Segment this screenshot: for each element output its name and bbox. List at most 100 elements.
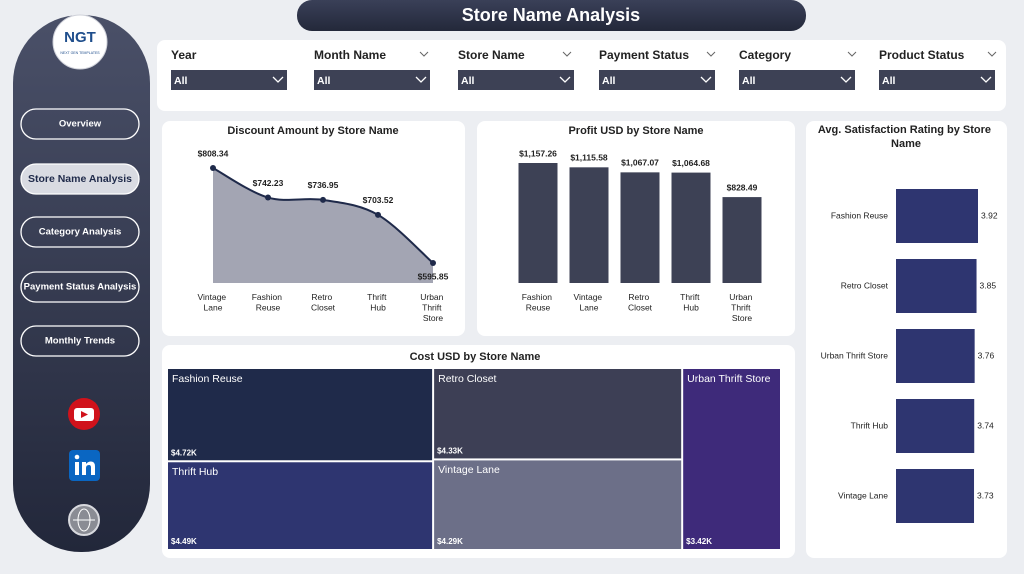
nav-button[interactable]	[20, 108, 140, 140]
x-tick-label: Thrift Hub	[367, 292, 389, 313]
point	[265, 194, 271, 201]
data-label: 3.85	[980, 280, 997, 290]
data-label: 3.76	[978, 350, 995, 360]
treemap-cell	[683, 369, 780, 549]
bar	[896, 189, 978, 243]
x-tick-label: Urban Thrift Store	[420, 292, 446, 323]
data-label: $1,064.68	[672, 158, 710, 168]
bar	[620, 172, 660, 283]
x-tick-label: Vintage Lane	[573, 292, 604, 313]
treemap-label: Vintage Lane	[438, 464, 500, 476]
chart-title: Discount Amount by Store Name	[227, 125, 398, 137]
logo-text: NGT	[64, 29, 96, 46]
data-label: $595.85	[418, 271, 449, 281]
chart-title: Profit USD by Store Name	[568, 125, 703, 137]
data-label: $4.29K	[437, 537, 463, 546]
point	[375, 211, 381, 218]
y-tick-label: Thrift Hub	[851, 420, 889, 430]
filter-dropdown[interactable]	[599, 70, 715, 90]
y-tick-label: Vintage Lane	[838, 490, 888, 500]
page-title: Store Name Analysis	[462, 5, 640, 25]
filter-value: All	[742, 75, 756, 87]
nav-label: Category Analysis	[39, 227, 122, 238]
treemap-cell	[168, 369, 433, 461]
bar	[722, 197, 762, 283]
filter-dropdown[interactable]	[458, 70, 574, 90]
chart-title: Avg. Satisfaction Rating by Store Name	[818, 124, 994, 150]
sidebar	[13, 15, 150, 552]
data-label: $742.23	[253, 178, 284, 188]
data-label: $3.42K	[686, 537, 712, 546]
filter-dropdown-chevron	[980, 76, 992, 83]
data-label: $1,115.58	[570, 153, 608, 163]
filter-chevron	[706, 51, 716, 57]
x-tick-label: Thrift Hub	[680, 292, 702, 313]
bar	[896, 329, 975, 383]
nav-button[interactable]	[20, 325, 140, 357]
logo-tagline: NEXT GEN TEMPLATES	[60, 51, 100, 55]
treemap-label: Thrift Hub	[172, 466, 218, 478]
filter-chevron	[987, 51, 997, 57]
data-label: $828.49	[727, 182, 758, 192]
treemap-label: Urban Thrift Store	[687, 373, 770, 385]
filter-dropdown-chevron	[272, 76, 284, 83]
filter-dropdown-chevron	[840, 76, 852, 83]
nav-button[interactable]	[20, 163, 140, 195]
x-tick-label: Urban Thrift Store	[729, 292, 755, 323]
y-tick-label: Retro Closet	[841, 280, 889, 290]
data-label: $4.49K	[171, 537, 197, 546]
data-label: 3.92	[981, 210, 998, 220]
linkedin-icon-n	[82, 461, 95, 475]
nav-button[interactable]	[20, 216, 140, 248]
filter-dropdown[interactable]	[879, 70, 995, 90]
filter-value: All	[317, 75, 331, 87]
treemap-label: Retro Closet	[438, 373, 496, 385]
data-label: $808.34	[198, 148, 229, 158]
x-tick-label: Fashion Reuse	[252, 292, 285, 313]
x-tick-label: Vintage Lane	[197, 292, 228, 313]
nav-label: Payment Status Analysis	[24, 282, 137, 293]
filter-dropdown[interactable]	[739, 70, 855, 90]
filter-dropdown[interactable]	[314, 70, 430, 90]
filter-label: Category	[739, 48, 791, 62]
data-label: $703.52	[363, 195, 394, 205]
data-label: 3.74	[977, 420, 994, 430]
point	[320, 196, 326, 203]
bar	[896, 259, 977, 313]
data-label: 3.73	[977, 490, 994, 500]
data-label: $4.33K	[437, 447, 463, 456]
filter-label: Month Name	[314, 48, 386, 62]
treemap-cell	[168, 462, 433, 549]
filter-value: All	[461, 75, 475, 87]
bar	[896, 469, 975, 523]
bar	[896, 399, 975, 453]
logo	[52, 14, 108, 70]
filter-dropdown-chevron	[559, 76, 571, 83]
linkedin-icon-dot	[74, 454, 80, 460]
filter-label: Product Status	[879, 48, 965, 62]
filter-chevron	[562, 51, 572, 57]
data-label: $1,157.26	[519, 148, 557, 158]
filter-value: All	[602, 75, 616, 87]
filter-panel	[157, 40, 1006, 111]
filter-value: All	[174, 75, 188, 87]
y-tick-label: Fashion Reuse	[831, 210, 888, 220]
chart-title: Cost USD by Store Name	[410, 351, 541, 363]
nav-label: Overview	[59, 119, 102, 130]
y-tick-label: Urban Thrift Store	[821, 350, 889, 360]
x-tick-label: Fashion Reuse	[522, 292, 555, 313]
filter-label: Payment Status	[599, 48, 689, 62]
data-label: $1,067.07	[621, 158, 659, 168]
nav-label: Store Name Analysis	[28, 173, 132, 185]
nav-button[interactable]	[20, 271, 140, 303]
filter-dropdown[interactable]	[171, 70, 287, 90]
bar	[518, 163, 558, 283]
header-bar	[297, 0, 806, 31]
treemap-label: Fashion Reuse	[172, 373, 243, 385]
filter-chevron	[419, 51, 429, 57]
treemap-cell	[434, 369, 682, 459]
bar	[569, 167, 609, 283]
filter-dropdown-chevron	[700, 76, 712, 83]
